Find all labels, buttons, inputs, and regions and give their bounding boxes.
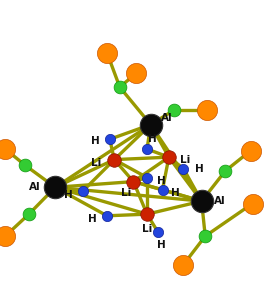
Point (105, 213, 109, 218)
Text: Li: Li (142, 224, 152, 234)
Point (205, 107, 209, 112)
Text: Al: Al (29, 182, 41, 192)
Point (145, 212, 149, 217)
Point (181, 262, 186, 267)
Text: H: H (196, 164, 204, 173)
Point (156, 230, 160, 235)
Point (134, 71, 138, 76)
Point (249, 148, 253, 153)
Text: Al: Al (214, 196, 226, 206)
Point (172, 107, 177, 112)
Point (145, 146, 149, 151)
Point (23, 163, 28, 168)
Text: H: H (157, 240, 166, 250)
Point (160, 187, 165, 192)
Point (105, 50, 109, 55)
Text: H: H (171, 188, 180, 198)
Point (145, 175, 149, 180)
Text: H: H (88, 214, 97, 224)
Point (80, 189, 85, 194)
Point (3, 234, 7, 239)
Text: Al: Al (161, 113, 173, 123)
Point (131, 179, 136, 184)
Point (27, 212, 31, 217)
Text: H: H (91, 136, 100, 146)
Point (181, 166, 186, 171)
Point (112, 157, 117, 162)
Point (3, 146, 7, 151)
Point (118, 85, 122, 90)
Point (203, 234, 207, 239)
Point (167, 155, 171, 160)
Point (148, 122, 153, 127)
Point (199, 199, 204, 204)
Text: H: H (64, 190, 72, 200)
Text: Li: Li (91, 158, 101, 168)
Text: Li: Li (121, 188, 131, 198)
Point (108, 137, 112, 142)
Point (53, 185, 57, 190)
Text: H: H (157, 176, 166, 186)
Text: H: H (148, 134, 157, 144)
Text: Li: Li (180, 155, 190, 165)
Point (250, 201, 255, 206)
Point (223, 169, 227, 173)
